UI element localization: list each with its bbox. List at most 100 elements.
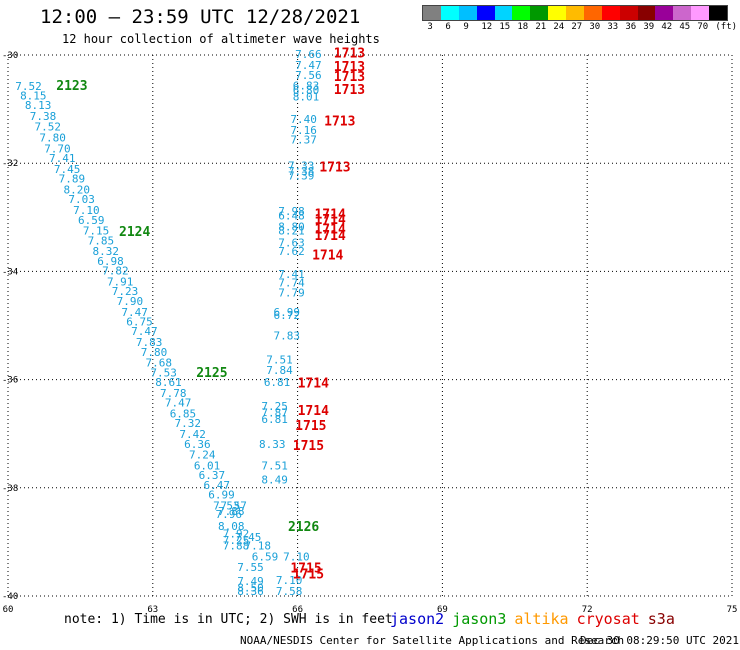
wave-height-value: 7.88: [218, 505, 245, 518]
wave-height-value: 8.15: [20, 89, 47, 102]
mission-s3a: s3a: [647, 610, 675, 628]
lat-tick-label: -36: [2, 376, 18, 386]
legend-swatch: [476, 6, 495, 20]
legend-color-bar: [422, 5, 728, 21]
lat-tick-label: -32: [2, 159, 18, 169]
wave-height-value: 6.80: [293, 84, 320, 97]
wave-height-value: 7.42: [179, 428, 206, 441]
wave-height-value: 7.33: [288, 160, 315, 173]
wave-height-value: 8.61: [155, 376, 182, 389]
legend-swatch: [655, 6, 674, 20]
pass-number-label: 1715: [293, 439, 324, 454]
pass-number-label: 2126: [288, 520, 319, 535]
pass-number-label: 1715: [295, 419, 326, 434]
wave-height-value: 7.10: [73, 204, 100, 217]
pass-number-label: 1714: [314, 207, 345, 222]
legend-swatch: [691, 6, 709, 20]
wave-height-value: 7.58: [276, 585, 303, 598]
lon-tick-label: 75: [727, 605, 738, 615]
pass-number-label: 1714: [314, 213, 345, 228]
color-legend: 3 6 9 12 15 18 21 24 27 30 33 36 39 42 45 70 (ft): [422, 5, 737, 33]
pass-number-label: 1715: [293, 568, 324, 583]
wave-height-value: 8.01: [293, 90, 320, 103]
wave-height-value: 7.25: [261, 400, 288, 413]
wave-height-value: 7.51: [261, 459, 288, 472]
map-axis-ticks: 60 63 66 69 72 75 -30 -32 -34 -36 -38 -40: [2, 51, 737, 615]
wave-height-value: 6.81: [261, 413, 288, 426]
pass-number-label: 1713: [334, 83, 365, 98]
wave-height-value: 6.36: [184, 438, 211, 451]
wave-height-value: 7.47: [131, 325, 158, 338]
pass-number-label: 1714: [314, 223, 345, 238]
wave-height-value: 6.48: [278, 209, 305, 222]
wave-height-value: 7.63: [278, 237, 305, 250]
wave-height-value: 7.83: [273, 330, 300, 343]
wave-height-value: 8.80: [278, 220, 305, 233]
legend-swatch: [458, 6, 477, 20]
wave-height-value: 7.80: [141, 346, 168, 359]
pass-number-label: 2124: [119, 225, 150, 240]
wave-height-value: 7.79: [278, 286, 305, 299]
wave-height-value: 7.18: [245, 539, 271, 552]
pass-number-label: 2125: [196, 366, 227, 381]
wave-height-value: 6.59: [252, 550, 279, 563]
wave-height-value: 6.85: [170, 407, 197, 420]
wave-height-value: 8.08: [218, 520, 245, 533]
legend-label: 6: [445, 22, 451, 32]
pass-number-label: 1714: [312, 248, 343, 263]
wave-height-value: 6.72: [273, 309, 300, 322]
wave-height-value: 7.41: [278, 268, 305, 281]
wave-height-value: 7.52: [35, 121, 62, 134]
wave-height-value: 7.38: [288, 165, 315, 178]
wave-height-value: 7.89: [59, 173, 86, 186]
pass-number-label: 1713: [334, 47, 365, 62]
lon-tick-label: 60: [3, 605, 14, 615]
wave-height-value: 6.01: [194, 459, 221, 472]
pass-number-label: 1715: [290, 562, 321, 577]
legend-swatch: [423, 6, 441, 20]
legend-swatch: [530, 6, 549, 20]
legend-label: 30: [589, 22, 601, 32]
wave-height-value: 7.74: [278, 277, 305, 290]
legend-label: 27: [571, 22, 583, 32]
legend-label: 12: [481, 22, 493, 32]
legend-swatch: [619, 6, 638, 20]
legend-label: 45: [679, 22, 691, 32]
wave-height-value: 7.85: [88, 234, 115, 247]
wave-height-value: 7.55: [237, 561, 264, 574]
wave-height-value: 8.13: [25, 99, 52, 112]
pass-number-label: 1713: [334, 60, 365, 75]
wave-height-value: 7.83: [136, 336, 163, 349]
wave-height-value: 7.16: [290, 124, 317, 137]
wave-height-values: 7.528.158.137.387.527.807.707.417.457.89…: [15, 48, 321, 598]
wave-height-value: 7.25: [223, 534, 250, 547]
wave-height-value: 8.49: [261, 473, 288, 486]
lon-tick-label: 66: [292, 605, 303, 615]
page-title: 12:00 – 23:59 UTC 12/28/2021: [40, 6, 361, 28]
wave-height-value: 7.56: [295, 69, 322, 82]
wave-height-value: 7.40: [290, 113, 317, 126]
mission-jason3: jason3: [452, 610, 507, 628]
wave-height-value: 7.51: [266, 353, 293, 366]
wave-height-value: 6.75: [126, 316, 152, 329]
wave-height-value: 8.20: [64, 183, 91, 196]
wave-height-value: 6.83: [293, 80, 320, 93]
pass-number-label: 2123: [56, 79, 87, 94]
map-grid: [7, 54, 733, 597]
legend-swatch: [637, 6, 656, 20]
wave-height-value: 7.45: [235, 531, 262, 544]
pass-number-label: 1714: [298, 377, 329, 392]
footer-note: note: 1) Time is in UTC; 2) SWH is in fe…: [64, 612, 393, 627]
wave-height-value: 7.87: [261, 406, 288, 419]
legend-label: 9: [463, 22, 469, 32]
legend-label: 33: [607, 22, 619, 32]
legend-swatch: [494, 6, 513, 20]
mission-altika: altika: [514, 610, 569, 628]
legend-swatch: [709, 6, 727, 20]
legend-swatch: [548, 6, 566, 20]
lat-tick-label: -30: [2, 51, 18, 61]
wave-height-value: 7.98: [278, 205, 305, 218]
wave-height-value: 7.38: [30, 110, 57, 123]
legend-labels: 3 6 9 12 15 18 21 24 27 30 33 36 39 42 45 70 (ft): [422, 21, 737, 33]
wave-height-value: 7.03: [68, 193, 95, 206]
